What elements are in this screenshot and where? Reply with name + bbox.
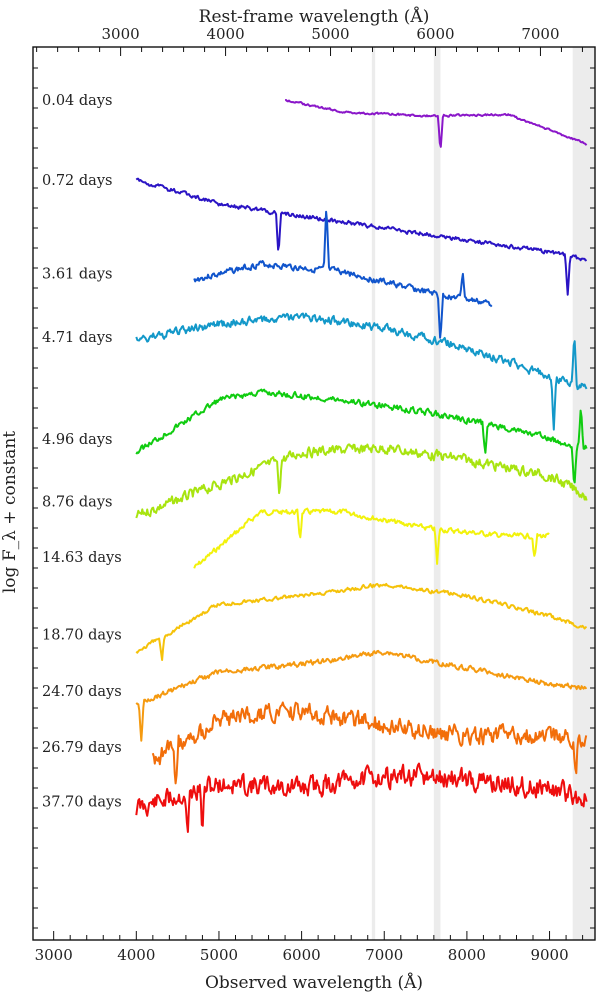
- epoch-label-2: 0.72 days: [42, 173, 112, 189]
- plot-frame: [32, 46, 596, 941]
- top-x-tick-label: 3000: [102, 25, 140, 43]
- shaded-band-2: [433, 47, 441, 940]
- spectrum-line-3: [193, 210, 493, 339]
- spectra-series: [135, 99, 588, 833]
- x-tick-label: 8000: [448, 946, 486, 964]
- spectrum-line-2: [135, 177, 588, 296]
- epoch-label-6: 8.76 days: [42, 495, 112, 511]
- axis-ticks: 3000 4000 5000 6000 7000 8000 9000 3000 4000 5000…: [33, 25, 595, 964]
- spectrum-line-6: [135, 443, 588, 519]
- spectrum-line-7: [193, 507, 550, 569]
- x-tick-label: 6000: [283, 946, 321, 964]
- epoch-labels: 0.04 days 0.72 days 3.61 days 4.71 days 4.96…: [42, 93, 122, 811]
- top-x-tick-label: 7000: [521, 25, 559, 43]
- x-tick-label: 3000: [35, 946, 73, 964]
- epoch-label-10: 26.79 days: [42, 740, 122, 756]
- spectrum-line-11: [135, 762, 588, 833]
- x-axis-label: Observed wavelength (Å): [205, 972, 423, 993]
- x-tick-label: 4000: [117, 946, 155, 964]
- x-tick-label: 5000: [200, 946, 238, 964]
- epoch-label-3: 3.61 days: [42, 267, 112, 283]
- epoch-label-11: 37.70 days: [42, 795, 122, 811]
- x-tick-label: 7000: [365, 946, 403, 964]
- spectrum-line-4: [135, 312, 588, 431]
- top-x-tick-label: 6000: [416, 25, 454, 43]
- telluric-bands: [371, 47, 595, 940]
- spectrum-line-9: [135, 649, 588, 742]
- shaded-band-1: [371, 47, 376, 940]
- epoch-label-4: 4.71 days: [42, 330, 112, 346]
- top-x-tick-label: 4000: [206, 25, 244, 43]
- epoch-label-8: 18.70 days: [42, 627, 122, 643]
- spectrum-line-10: [151, 701, 588, 785]
- top-x-axis-label: Rest-frame wavelength (Å): [199, 6, 430, 27]
- epoch-label-5: 4.96 days: [42, 432, 112, 448]
- shaded-band-3: [572, 47, 595, 940]
- epoch-label-9: 24.70 days: [42, 684, 122, 700]
- y-axis-label: log F_λ + constant: [0, 431, 20, 593]
- epoch-label-7: 14.63 days: [42, 550, 122, 566]
- x-tick-label: 9000: [530, 946, 568, 964]
- spectrum-line-5: [135, 388, 588, 484]
- spectrum-line-1: [285, 99, 588, 148]
- epoch-label-1: 0.04 days: [42, 93, 112, 109]
- spectrum-line-8: [135, 582, 587, 661]
- top-x-tick-label: 5000: [311, 25, 349, 43]
